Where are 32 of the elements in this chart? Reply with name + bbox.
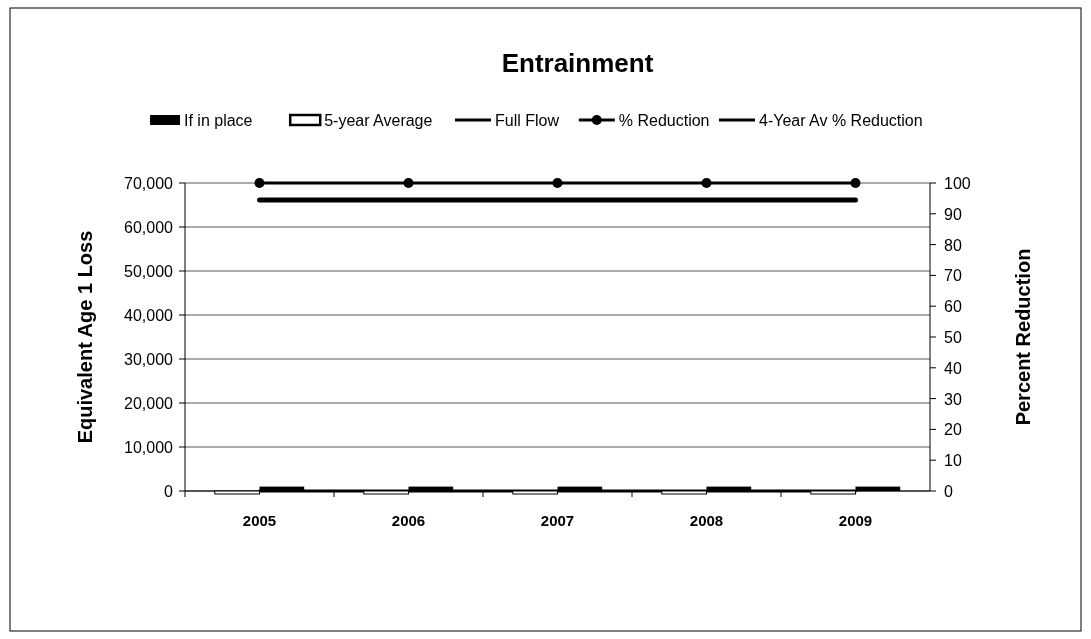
x-tick-label: 2009 [838,512,873,529]
y2-tick-label: 30 [944,390,962,408]
legend-label: % Reduction [618,112,710,129]
x-tick-label: 2007 [540,512,575,529]
y2-tick-label: 10 [944,452,962,470]
y2-tick-label: 60 [944,298,962,316]
legend-label: If in place [184,112,253,129]
legend-label: 4-Year Av % Reduction [759,112,923,129]
y-tick-label: 10,000 [124,439,174,456]
y-tick-label: 30,000 [124,351,174,368]
y-tick-label: 40,000 [124,307,174,324]
y2-axis-title: Percent Reduction [1012,248,1034,426]
y-tick-label: 70,000 [124,175,174,192]
legend-label: 5-year Average [324,112,433,129]
legend-label: Full Flow [495,112,560,129]
y2-tick-label: 70 [944,267,962,285]
y-tick-label: 60,000 [124,219,174,236]
y-axis-title: Equivalent Age 1 Loss [74,230,96,444]
y2-tick-label: 20 [944,421,962,439]
y2-tick-label: 0 [944,483,953,500]
y-tick-label: 20,000 [124,395,174,412]
y2-tick-label: 90 [944,205,962,223]
y2-tick-label: 50 [944,329,962,346]
y2-tick-label: 40 [944,359,962,377]
chart-title: Entrainment [501,48,654,78]
x-tick-label: 2005 [242,512,277,529]
y2-tick-label: 80 [944,236,962,254]
x-tick-label: 2008 [689,512,724,529]
y-tick-label: 0 [164,483,174,500]
y-tick-label: 50,000 [124,263,174,280]
y2-tick-label: 100 [944,175,971,192]
x-tick-label: 2006 [391,512,426,529]
